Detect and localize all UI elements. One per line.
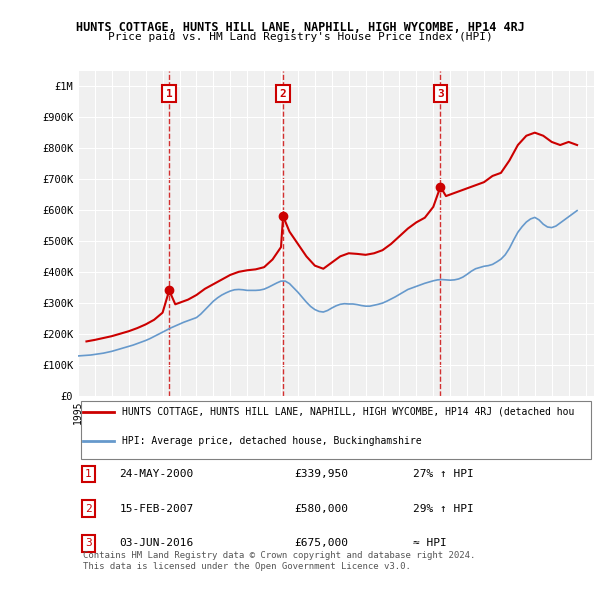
Text: 3: 3 <box>437 88 444 99</box>
Text: HPI: Average price, detached house, Buckinghamshire: HPI: Average price, detached house, Buck… <box>122 436 421 446</box>
Text: £675,000: £675,000 <box>295 539 349 549</box>
Text: 24-MAY-2000: 24-MAY-2000 <box>119 469 194 479</box>
Text: 29% ↑ HPI: 29% ↑ HPI <box>413 504 474 514</box>
Text: 1: 1 <box>166 88 173 99</box>
Text: 2: 2 <box>85 504 92 514</box>
Text: 3: 3 <box>85 539 92 549</box>
Text: 15-FEB-2007: 15-FEB-2007 <box>119 504 194 514</box>
Text: HUNTS COTTAGE, HUNTS HILL LANE, NAPHILL, HIGH WYCOMBE, HP14 4RJ: HUNTS COTTAGE, HUNTS HILL LANE, NAPHILL,… <box>76 21 524 34</box>
FancyBboxPatch shape <box>80 401 592 460</box>
Text: Price paid vs. HM Land Registry's House Price Index (HPI): Price paid vs. HM Land Registry's House … <box>107 32 493 42</box>
Text: Contains HM Land Registry data © Crown copyright and database right 2024.
This d: Contains HM Land Registry data © Crown c… <box>83 552 476 571</box>
Text: 2: 2 <box>280 88 286 99</box>
Text: £339,950: £339,950 <box>295 469 349 479</box>
Text: HUNTS COTTAGE, HUNTS HILL LANE, NAPHILL, HIGH WYCOMBE, HP14 4RJ (detached hou: HUNTS COTTAGE, HUNTS HILL LANE, NAPHILL,… <box>122 407 574 417</box>
Text: ≈ HPI: ≈ HPI <box>413 539 447 549</box>
Text: 1: 1 <box>85 469 92 479</box>
Text: 27% ↑ HPI: 27% ↑ HPI <box>413 469 474 479</box>
Text: 03-JUN-2016: 03-JUN-2016 <box>119 539 194 549</box>
Text: £580,000: £580,000 <box>295 504 349 514</box>
